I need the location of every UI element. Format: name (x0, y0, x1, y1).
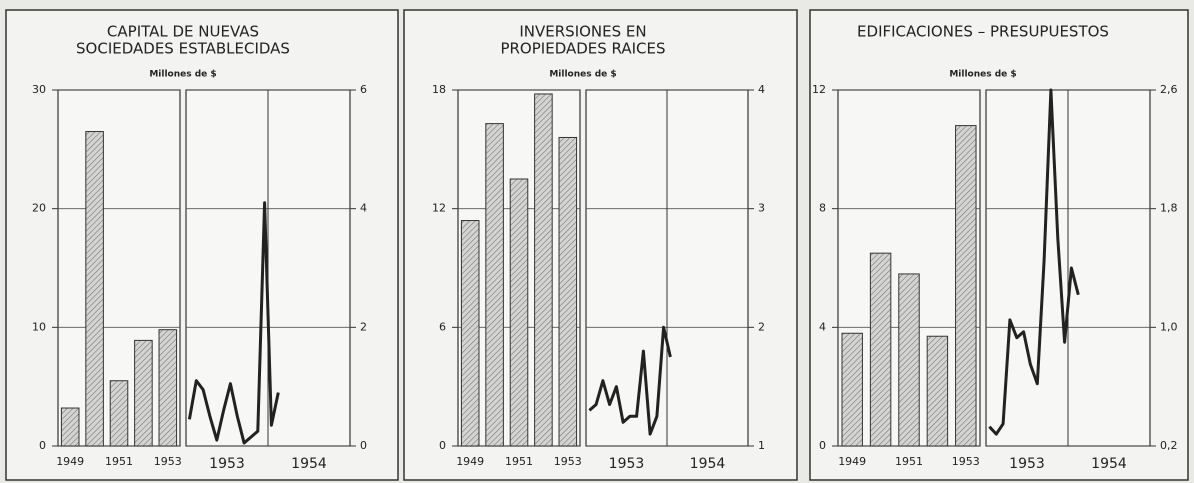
unit-label: Millones de $ (949, 70, 1016, 80)
y-tick-label: 30 (32, 83, 46, 96)
x-tick-label: 1953 (554, 455, 582, 468)
y-tick-label: 10 (32, 320, 46, 333)
bar (926, 335, 949, 447)
unit-label: Millones de $ (149, 70, 216, 80)
bar (134, 339, 153, 447)
x-group-label: 1954 (291, 456, 327, 472)
bar (60, 407, 80, 447)
y2-tick-label: 0,2 (1160, 439, 1178, 452)
y-tick-label: 20 (32, 202, 46, 215)
y2-tick-label: 4 (758, 83, 765, 96)
bar (109, 380, 129, 447)
y2-tick-label: 2 (360, 320, 367, 333)
y-tick-label: 12 (812, 83, 826, 96)
x-tick-label: 1949 (838, 455, 866, 468)
y-tick-label: 0 (819, 439, 826, 452)
y-tick-label: 4 (819, 320, 826, 333)
y2-tick-label: 6 (360, 83, 367, 96)
x-tick-label: 1949 (56, 455, 84, 468)
bar (841, 332, 863, 447)
y-tick-label: 18 (432, 83, 446, 96)
y-tick-label: 0 (439, 439, 446, 452)
y-tick-label: 8 (819, 202, 826, 215)
bar (534, 93, 553, 447)
unit-label: Millones de $ (549, 70, 616, 80)
line-series (988, 88, 1080, 436)
x-group-label: 1953 (209, 456, 245, 472)
bar (869, 252, 892, 447)
x-group-label: 1953 (1009, 456, 1045, 472)
line-series (187, 201, 280, 445)
bar (509, 178, 529, 447)
bar (955, 125, 977, 447)
x-tick-label: 1951 (895, 455, 923, 468)
y-tick-label: 12 (432, 202, 446, 215)
bar (558, 136, 578, 447)
y2-tick-label: 4 (360, 202, 367, 215)
y-tick-label: 0 (39, 439, 46, 452)
x-group-label: 1953 (609, 456, 645, 472)
line-series (588, 325, 672, 436)
bar (898, 273, 920, 447)
chart-title: PROPIEDADES RAICES (500, 40, 665, 58)
y2-tick-label: 1 (758, 439, 765, 452)
x-tick-label: 1951 (505, 455, 533, 468)
bar (85, 131, 104, 447)
chart-title: SOCIEDADES ESTABLECIDAS (76, 40, 290, 58)
y2-tick-label: 2,6 (1160, 83, 1178, 96)
y2-tick-label: 1,8 (1160, 202, 1178, 215)
chart-title: CAPITAL DE NUEVAS (107, 23, 259, 41)
y2-tick-label: 3 (758, 202, 765, 215)
bar (460, 220, 480, 447)
y-tick-label: 6 (439, 320, 446, 333)
x-group-label: 1954 (690, 456, 726, 472)
x-group-label: 1954 (1091, 456, 1127, 472)
x-tick-label: 1949 (456, 455, 484, 468)
y2-tick-label: 1,0 (1160, 320, 1178, 333)
chart-title: EDIFICACIONES – PRESUPUESTOS (857, 23, 1109, 41)
bar (158, 329, 178, 447)
y2-tick-label: 0 (360, 439, 367, 452)
bar (485, 123, 504, 447)
y2-tick-label: 2 (758, 320, 765, 333)
x-tick-label: 1951 (105, 455, 133, 468)
chart-title: INVERSIONES EN (519, 23, 646, 41)
x-tick-label: 1953 (154, 455, 182, 468)
x-tick-label: 1953 (952, 455, 980, 468)
